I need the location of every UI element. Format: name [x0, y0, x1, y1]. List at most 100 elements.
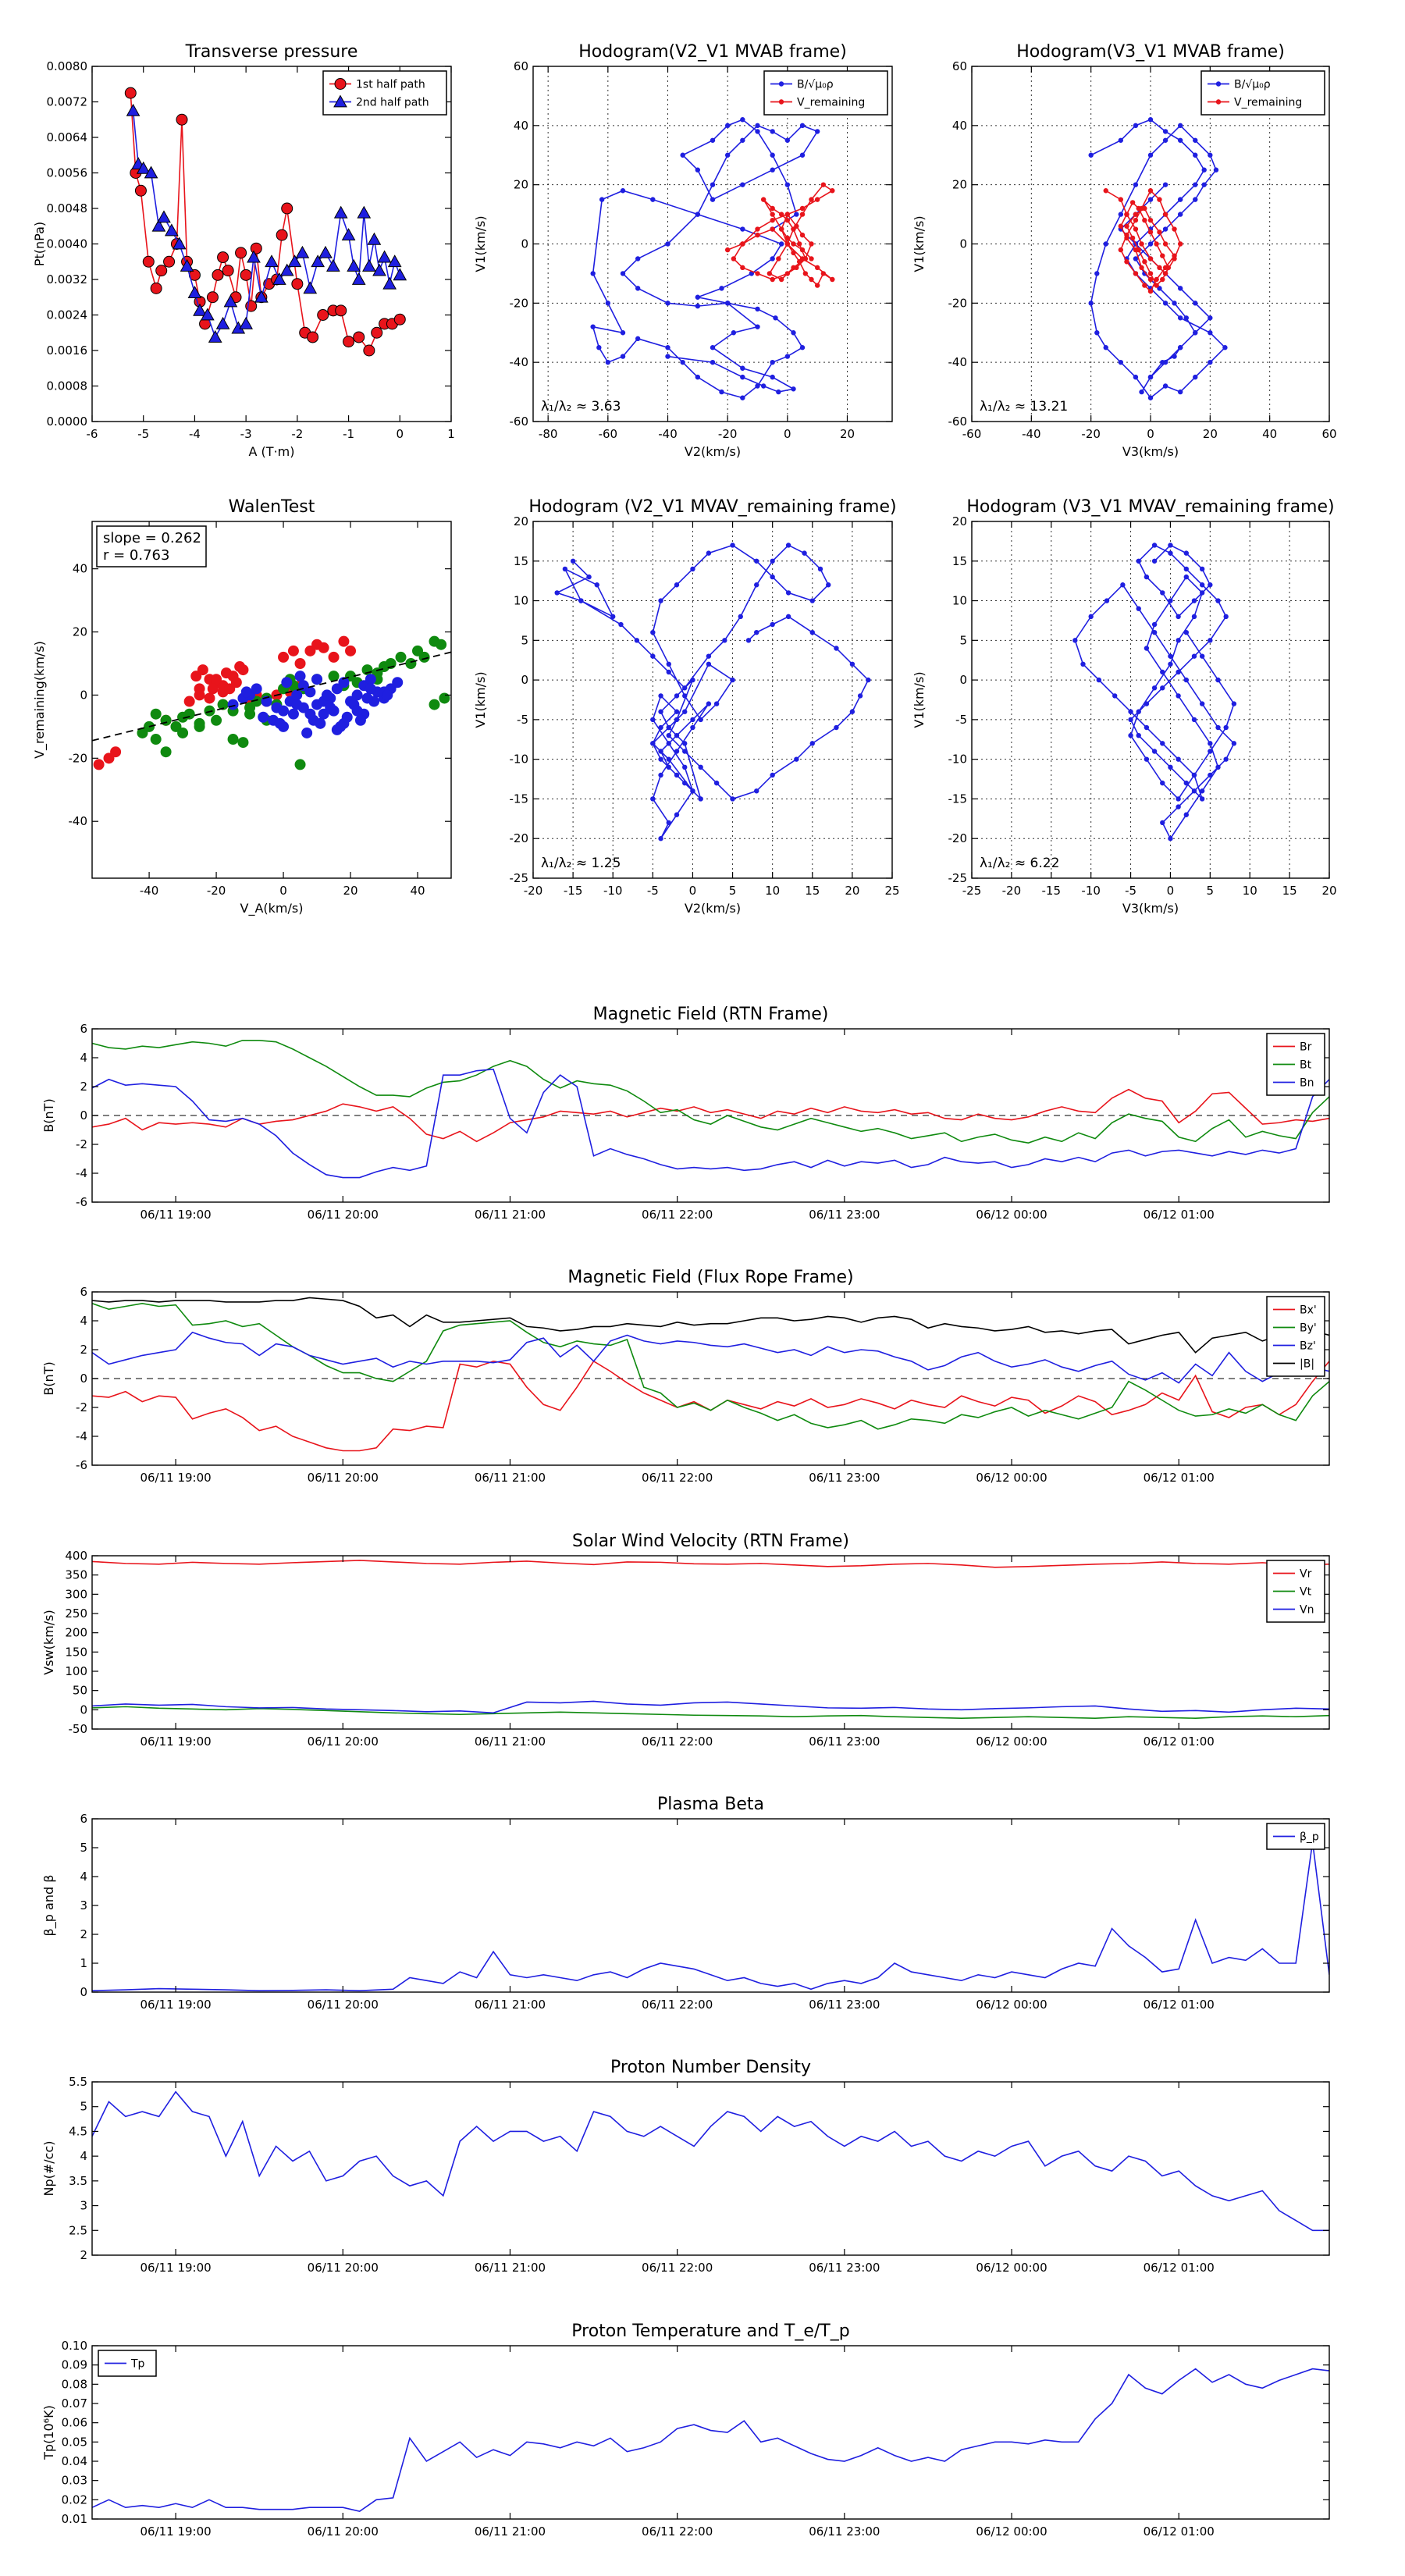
data-point-2nd-half-path	[187, 286, 202, 298]
data-point-v-remaining	[778, 226, 784, 232]
data-point-v-remaining	[770, 212, 775, 217]
data-point-v	[1208, 741, 1213, 746]
data-point-2nd-half-path	[144, 165, 158, 179]
data-point-v	[1191, 614, 1197, 620]
y-tick-label: 0	[521, 237, 528, 251]
data-point-b	[1208, 330, 1213, 336]
data-point-2nd-half-path	[377, 250, 392, 263]
y-tick-label: 6	[80, 1022, 87, 1036]
data-point-v	[1128, 709, 1133, 714]
data-point-v	[802, 550, 807, 556]
data-point-b	[680, 359, 685, 365]
y-tick-label: 4	[80, 2149, 87, 2163]
data-point-v	[666, 661, 671, 667]
y-tick-label: -25	[948, 871, 968, 885]
data-point-v-remaining	[799, 212, 806, 217]
data-point-v	[690, 717, 695, 723]
legend	[322, 70, 447, 116]
data-point-v-remaining	[809, 276, 814, 283]
y-tick-label: 15	[952, 554, 967, 568]
data-point-2nd-half-path	[239, 316, 253, 329]
data-point-b	[1177, 197, 1183, 202]
data-point-b	[1177, 389, 1183, 395]
data-point-v	[682, 780, 688, 786]
y-tick-label: 5	[80, 1841, 87, 1855]
data-point-b	[620, 354, 626, 359]
data-point-v	[682, 741, 688, 746]
data-point-b	[695, 374, 701, 380]
data-point-v-remaining	[1162, 212, 1168, 217]
y-tick-label: 4.5	[69, 2124, 87, 2138]
plot-frame	[91, 2345, 1330, 2520]
data-point-v	[650, 717, 656, 723]
data-point-v	[674, 812, 680, 817]
x-tick-label: -20	[207, 884, 226, 898]
x-tick-label: 06/11 23:00	[809, 2524, 880, 2539]
x-tick-label: 20	[1203, 427, 1218, 441]
data-point-b	[695, 303, 701, 309]
y-tick-label: 15	[514, 554, 528, 568]
data-point-v	[1160, 780, 1165, 786]
y-tick-label: -25	[510, 871, 529, 885]
y-tick-label: 0.0072	[47, 95, 88, 109]
data-point-b	[1162, 182, 1168, 187]
series-line-v	[1074, 544, 1235, 840]
series-line-p	[92, 1841, 1329, 1991]
data-point-v	[1191, 772, 1197, 778]
data-point-red	[345, 645, 357, 656]
data-point-v-remaining	[1133, 226, 1139, 232]
stats-box	[96, 525, 207, 568]
data-point-green	[227, 734, 239, 745]
data-point-v	[658, 749, 663, 754]
data-point-v	[1183, 812, 1190, 817]
data-point-b	[665, 241, 670, 247]
y-tick-label: 0.10	[62, 2339, 87, 2353]
data-point-b	[1094, 330, 1100, 336]
y-tick-label: 4	[80, 1314, 87, 1328]
x-tick-label: 06/12 01:00	[1144, 1998, 1215, 2012]
data-point-b	[590, 271, 596, 276]
data-point-v-remaining	[1136, 205, 1141, 212]
data-point-v	[1208, 638, 1213, 643]
data-point-2nd-half-path	[172, 237, 187, 250]
plot-frame	[91, 2081, 1330, 2256]
legend-label-tp: Tp	[130, 2358, 145, 2371]
plot-area	[590, 117, 835, 400]
data-point-v	[674, 749, 680, 754]
data-point-1st-half-path	[212, 269, 224, 281]
data-point-v-remaining	[1124, 223, 1129, 229]
data-point-blue	[351, 705, 363, 717]
data-point-v	[594, 582, 599, 588]
data-point-b	[590, 324, 596, 329]
y-tick-label: -40	[510, 355, 529, 369]
series-line-b	[592, 119, 819, 399]
data-point-b	[770, 374, 775, 380]
data-point-2nd-half-path	[208, 329, 222, 343]
legend-label-br: Br	[1300, 1041, 1312, 1054]
data-point-v	[730, 677, 735, 683]
data-point-2nd-half-path	[326, 258, 340, 272]
data-point-v-remaining	[1133, 247, 1139, 253]
data-point-blue	[365, 674, 376, 685]
data-point-b	[680, 152, 685, 158]
legend-label-p: β_p	[1300, 1831, 1319, 1844]
data-point-b	[665, 345, 670, 350]
data-point-v	[1168, 661, 1173, 667]
data-point-v	[770, 621, 775, 628]
data-point-b	[620, 188, 626, 194]
x-tick-label: 06/11 21:00	[475, 1735, 546, 1749]
y-tick-label: 0	[80, 688, 87, 702]
data-point-v-remaining	[820, 182, 827, 187]
x-tick-label: 10	[765, 884, 780, 898]
data-point-b	[710, 137, 716, 143]
data-point-v	[1231, 741, 1237, 746]
data-point-b	[1147, 197, 1154, 202]
plot-area	[92, 1297, 1329, 1452]
x-tick-label: -20	[718, 427, 738, 441]
data-point-red	[328, 651, 340, 663]
data-point-2nd-half-path	[367, 232, 382, 245]
data-point-v	[682, 749, 688, 754]
plot-area	[1072, 543, 1237, 841]
eigenvalue-ratio-label: λ₁/λ₂ ≈ 13.21	[980, 399, 1068, 415]
data-point-v	[1128, 717, 1133, 723]
